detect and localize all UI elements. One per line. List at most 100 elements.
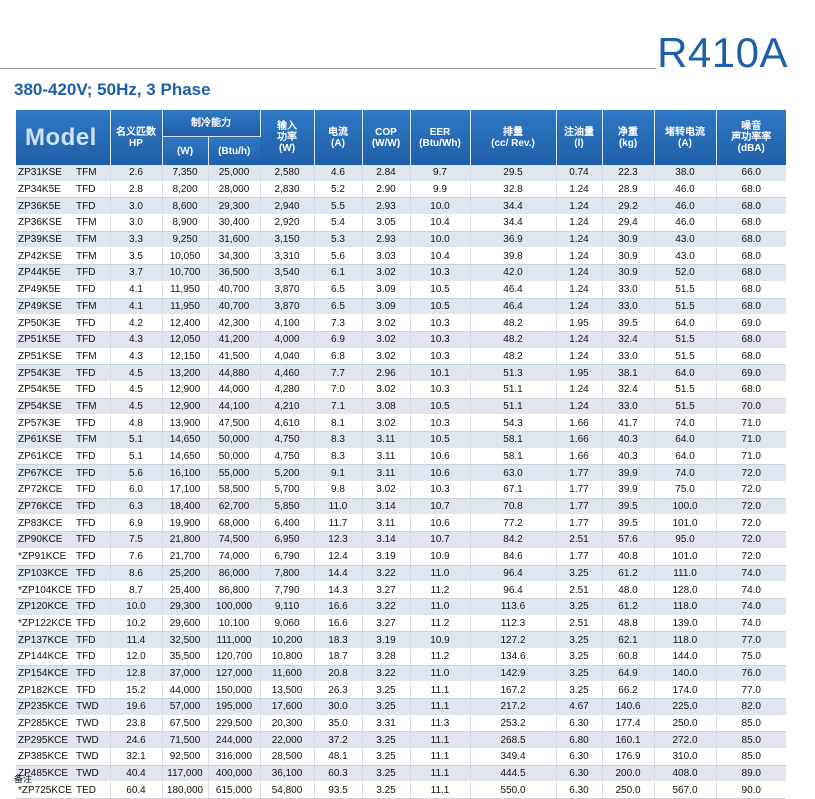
noise-cell: 82.0 xyxy=(716,698,786,716)
table-row: ZP36KSE TFM 3.0 8,900 30,400 2,920 5.4 3.05 10.4… xyxy=(16,214,786,232)
model-variant: TWD xyxy=(76,751,99,763)
eer-cell: 10.5 xyxy=(410,398,471,416)
power-cell: 28,500 xyxy=(260,748,315,766)
model-name: ZP67KCE xyxy=(18,467,63,479)
capacity-w-cell: 29,300 xyxy=(162,598,209,616)
oil-cell: 4.67 xyxy=(556,698,603,716)
header-power: 输入 功率 (W) xyxy=(260,110,315,165)
lra-cell: 118.0 xyxy=(654,631,717,649)
eer-cell: 11.1 xyxy=(410,765,471,783)
oil-cell: 1.24 xyxy=(556,281,603,299)
noise-cell: 69.0 xyxy=(716,364,786,382)
model-name: *ZP104KCE xyxy=(18,584,72,596)
table-row: ZP144KCE TFD 12.0 35,500 120,700 10,800 18.7 3.… xyxy=(16,648,786,666)
oil-cell: 1.24 xyxy=(556,264,603,282)
cop-cell: 3.02 xyxy=(362,481,411,499)
displacement-cell: 34.4 xyxy=(470,197,557,216)
model-name: ZP485KCE xyxy=(18,768,69,780)
noise-cell: 85.0 xyxy=(716,748,786,766)
oil-cell: 1.95 xyxy=(556,314,603,332)
power-cell: 5,700 xyxy=(260,481,315,499)
table-row: *ZP725KCE TED 60.4 180,000 615,000 54,800 93.5… xyxy=(16,781,786,799)
model-variant: TFM xyxy=(76,234,97,246)
capacity-btu-cell: 40,700 xyxy=(208,298,261,316)
lra-cell: 46.0 xyxy=(654,197,717,216)
lra-cell: 64.0 xyxy=(654,431,717,449)
model-variant: TFD xyxy=(76,451,96,463)
eer-cell: 10.5 xyxy=(410,431,471,449)
current-cell: 5.3 xyxy=(314,231,363,249)
model-cell: ZP34K5E TFD xyxy=(16,181,111,199)
weight-cell: 39.9 xyxy=(602,464,655,483)
oil-cell: 3.25 xyxy=(556,631,603,649)
capacity-btu-cell: 36,500 xyxy=(208,264,261,282)
capacity-w-cell: 10,050 xyxy=(162,247,209,266)
weight-cell: 33.0 xyxy=(602,348,655,366)
power-cell: 4,000 xyxy=(260,331,315,349)
table-row: ZP36K5E TFD 3.0 8,600 29,300 2,940 5.5 2.93 10.0… xyxy=(16,197,786,216)
capacity-btu-cell: 40,700 xyxy=(208,281,261,299)
weight-cell: 140.6 xyxy=(602,698,655,716)
cop-cell: 3.25 xyxy=(362,765,411,783)
current-cell: 7.0 xyxy=(314,381,363,399)
model-name: ZP61KCE xyxy=(18,451,63,463)
model-name: ZP90KCE xyxy=(18,534,63,546)
eer-cell: 10.6 xyxy=(410,448,471,466)
displacement-cell: 84.6 xyxy=(470,548,557,566)
power-cell: 6,790 xyxy=(260,548,315,566)
displacement-cell: 48.2 xyxy=(470,348,557,366)
lra-cell: 52.0 xyxy=(654,264,717,282)
model-variant: TFM xyxy=(76,167,97,179)
current-cell: 37.2 xyxy=(314,731,363,750)
weight-cell: 30.9 xyxy=(602,264,655,282)
weight-cell: 39.5 xyxy=(602,314,655,332)
current-cell: 12.4 xyxy=(314,548,363,566)
weight-cell: 40.8 xyxy=(602,548,655,566)
model-cell: ZP31KSE TFM xyxy=(16,165,111,182)
hp-cell: 23.8 xyxy=(110,715,163,733)
lra-cell: 38.0 xyxy=(654,165,717,182)
lra-cell: 74.0 xyxy=(654,464,717,483)
weight-cell: 32.4 xyxy=(602,381,655,399)
displacement-cell: 70.8 xyxy=(470,498,557,516)
weight-cell: 28.9 xyxy=(602,181,655,199)
displacement-cell: 550.0 xyxy=(470,781,557,799)
model-name: ZP31KSE xyxy=(18,167,62,179)
noise-cell: 68.0 xyxy=(716,181,786,199)
hp-cell: 3.7 xyxy=(110,264,163,282)
capacity-w-cell: 16,100 xyxy=(162,464,209,483)
weight-cell: 29.4 xyxy=(602,214,655,232)
eer-cell: 9.9 xyxy=(410,181,471,199)
capacity-btu-cell: 25,000 xyxy=(208,165,261,182)
eer-cell: 10.3 xyxy=(410,264,471,282)
hp-cell: 5.1 xyxy=(110,431,163,449)
power-cell: 3,540 xyxy=(260,264,315,282)
hp-cell: 6.9 xyxy=(110,514,163,533)
weight-cell: 33.0 xyxy=(602,281,655,299)
oil-cell: 2.51 xyxy=(556,531,603,549)
model-cell: ZP90KCE TFD xyxy=(16,531,111,549)
hp-cell: 6.0 xyxy=(110,481,163,499)
cop-cell: 3.22 xyxy=(362,598,411,616)
power-cell: 17,600 xyxy=(260,698,315,716)
table-row: ZP49KSE TFM 4.1 11,950 40,700 3,870 6.5 3.09 10.… xyxy=(16,298,786,316)
model-name: ZP44K5E xyxy=(18,267,61,279)
lra-cell: 111.0 xyxy=(654,565,717,583)
cop-cell: 3.25 xyxy=(362,698,411,716)
weight-cell: 48.0 xyxy=(602,581,655,599)
weight-cell: 29.2 xyxy=(602,197,655,216)
weight-cell: 176.9 xyxy=(602,748,655,766)
capacity-w-cell: 25,200 xyxy=(162,565,209,583)
capacity-btu-cell: 47,500 xyxy=(208,414,261,432)
weight-cell: 200.0 xyxy=(602,765,655,783)
displacement-cell: 96.4 xyxy=(470,565,557,583)
power-cell: 4,280 xyxy=(260,381,315,399)
header-eer: EER (Btu/Wh) xyxy=(410,110,471,165)
capacity-w-cell: 12,900 xyxy=(162,381,209,399)
weight-cell: 40.3 xyxy=(602,448,655,466)
noise-cell: 68.0 xyxy=(716,281,786,299)
current-cell: 26.3 xyxy=(314,681,363,699)
hp-cell: 12.8 xyxy=(110,665,163,683)
model-cell: ZP235KCE TWD xyxy=(16,698,111,716)
capacity-btu-cell: 86,800 xyxy=(208,581,261,599)
